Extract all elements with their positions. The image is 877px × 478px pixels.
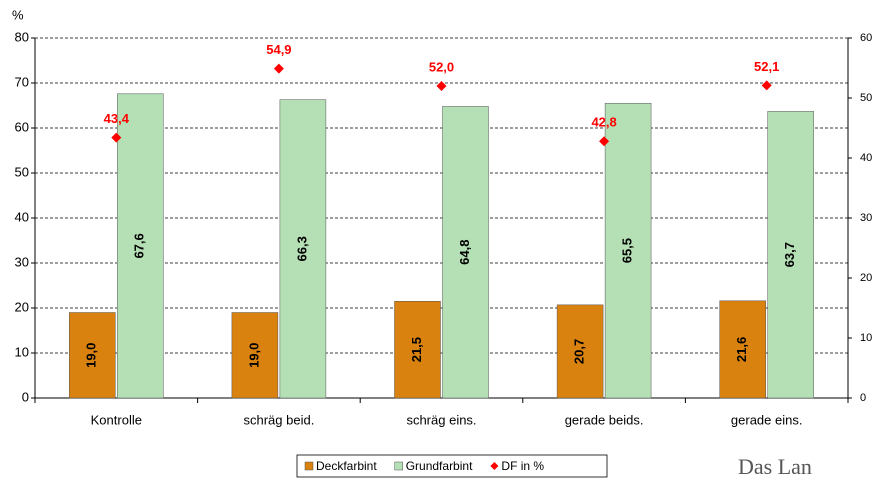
bar-value-label: 66,3 (294, 236, 309, 261)
bar-value-label: 19,0 (84, 343, 99, 368)
legend-marker (395, 462, 403, 470)
point-value-label: 42,8 (591, 115, 616, 130)
legend-label: DF in % (501, 459, 544, 473)
diamond-marker (762, 80, 772, 90)
bar-value-label: 63,7 (782, 242, 797, 267)
bar-value-label: 19,0 (246, 343, 261, 368)
y-tick-label: 80 (15, 29, 29, 44)
chart: % Das Lan 0 10 20 30 40 50 60 70 80 0 10 20 30 40 50 60… (0, 0, 877, 478)
point-value-label: 54,9 (266, 42, 291, 57)
bar-value-label: 21,5 (409, 337, 424, 362)
legend-label: Grundfarbint (406, 459, 473, 473)
y-tick-label: 10 (15, 344, 29, 359)
y-tick-label: 30 (15, 254, 29, 269)
y-tick-label: 40 (15, 209, 29, 224)
y2-tick-label: 10 (860, 332, 872, 344)
point-value-label: 52,1 (754, 59, 779, 74)
legend-label: Deckfarbint (316, 459, 377, 473)
watermark: Das Lan (738, 454, 812, 478)
y-tick-label: 70 (15, 74, 29, 89)
y2-tick-label: 40 (860, 152, 872, 164)
x-tick-label: schräg beid. (243, 412, 314, 427)
y-tick-label: 50 (15, 164, 29, 179)
bar-value-label: 65,5 (620, 238, 635, 263)
y2-tick-label: 0 (860, 392, 866, 404)
bar-value-label: 67,6 (132, 233, 147, 258)
point-value-label: 43,4 (104, 111, 130, 126)
bar-value-label: 21,6 (734, 337, 749, 362)
y2-tick-label: 60 (860, 32, 872, 44)
x-tick-label: gerade eins. (731, 412, 803, 427)
x-tick-label: gerade beids. (565, 412, 644, 427)
y-tick-label: 20 (15, 299, 29, 314)
y2-tick-label: 50 (860, 92, 872, 104)
y-axis-label: % (12, 7, 24, 22)
diamond-marker (437, 81, 447, 91)
y-tick-label: 0 (22, 389, 29, 404)
y2-tick-label: 20 (860, 272, 872, 284)
x-tick-label: schräg eins. (406, 412, 476, 427)
y-tick-label: 60 (15, 119, 29, 134)
y2-tick-label: 30 (860, 212, 872, 224)
bar-value-label: 64,8 (457, 240, 472, 265)
diamond-marker (274, 64, 284, 74)
legend-marker (305, 462, 313, 470)
bar-value-label: 20,7 (572, 339, 587, 364)
page: % Das Lan 0 10 20 30 40 50 60 70 80 0 10 20 30 40 50 60… (0, 0, 877, 478)
x-tick-label: Kontrolle (91, 412, 142, 427)
point-value-label: 52,0 (429, 59, 454, 74)
